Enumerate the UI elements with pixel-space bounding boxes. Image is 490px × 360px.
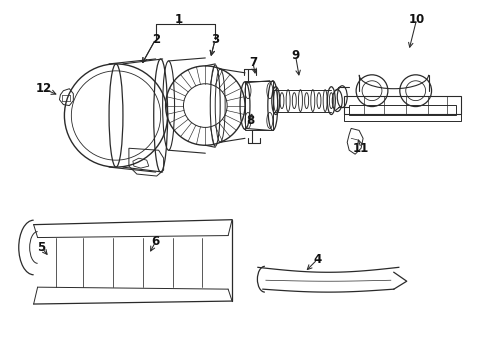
Text: 3: 3 (211, 33, 220, 46)
Bar (245, 81, 273, 130)
Bar (344, 113, 461, 121)
Text: 11: 11 (353, 142, 369, 155)
Bar (349, 105, 456, 114)
Text: 12: 12 (35, 82, 51, 95)
Text: 2: 2 (151, 33, 160, 46)
Text: 8: 8 (246, 114, 254, 127)
Text: 4: 4 (313, 253, 321, 266)
Text: 6: 6 (151, 235, 160, 248)
Text: 10: 10 (409, 13, 425, 26)
Bar (344, 96, 461, 113)
Text: 9: 9 (292, 49, 300, 63)
Text: 1: 1 (174, 13, 183, 26)
Text: 7: 7 (249, 57, 257, 69)
Text: 5: 5 (37, 241, 46, 254)
